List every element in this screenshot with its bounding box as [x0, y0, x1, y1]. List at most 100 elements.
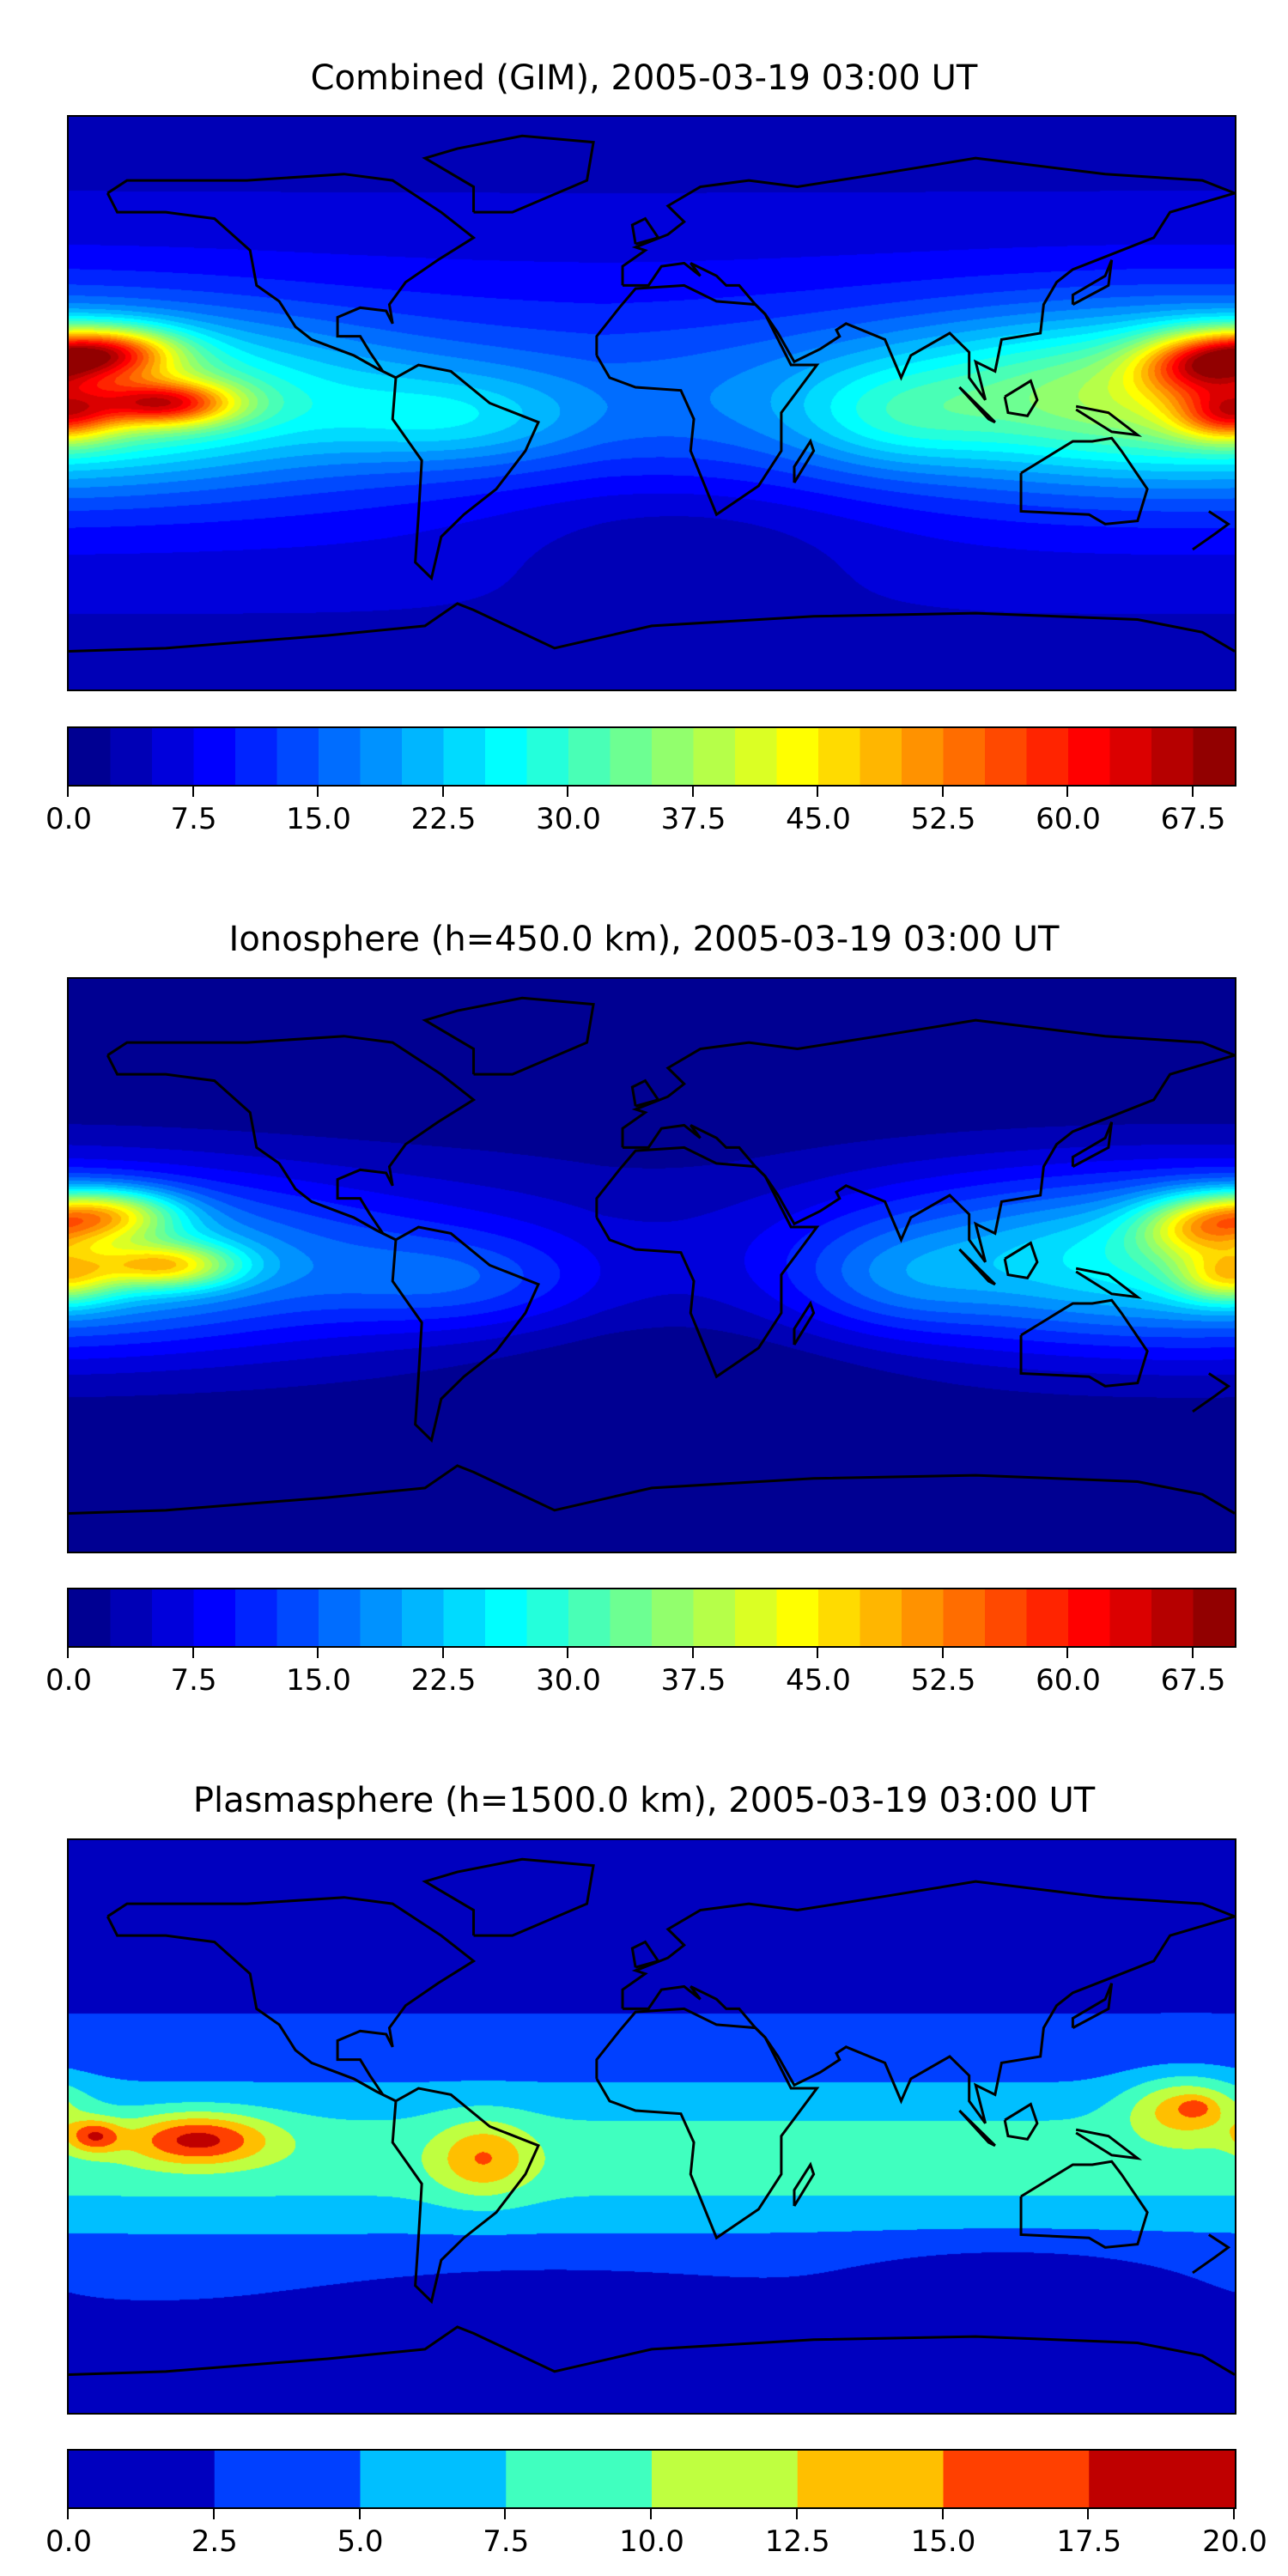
colorbar-tick-label: 0.0 — [45, 1663, 93, 1698]
coastline — [391, 2087, 540, 2305]
map-ionosphere — [67, 977, 1236, 1553]
colorbar-segment — [1193, 1589, 1235, 1646]
coastline — [1075, 1267, 1143, 1299]
coastlines — [69, 996, 1235, 1516]
colorbar-tick-label: 0.0 — [45, 2524, 93, 2559]
coastline — [595, 283, 820, 517]
coastline — [1019, 436, 1149, 526]
colorbar-segment — [214, 2451, 361, 2507]
colorbar-segment — [110, 1589, 153, 1646]
coastline — [621, 1880, 1235, 2124]
coastlines — [69, 1857, 1235, 2377]
coastline — [69, 1464, 1235, 1516]
colorbar-segment — [360, 2451, 507, 2507]
colorbar-tick-label: 52.5 — [910, 1663, 976, 1698]
colorbar-tick — [1066, 1646, 1068, 1658]
colorbar-tick — [941, 785, 944, 797]
colorbar-tick-label: 37.5 — [660, 1663, 726, 1698]
colorbar-tick — [67, 785, 69, 797]
colorbar-segment — [652, 728, 694, 785]
colorbar-plasmasphere — [67, 2449, 1236, 2509]
coastline — [1192, 510, 1231, 551]
coastline — [793, 438, 816, 483]
colorbar-segment — [235, 1589, 277, 1646]
colorbar-tick-label: 30.0 — [536, 802, 601, 836]
colorbar-tick — [317, 1646, 319, 1658]
colorbar-segment — [526, 1589, 569, 1646]
colorbar-tick-label: 22.5 — [410, 802, 477, 836]
colorbar-segment — [1151, 728, 1194, 785]
coastline — [595, 1145, 820, 1379]
colorbar-segment — [1109, 1589, 1152, 1646]
colorbar-tick — [358, 2507, 361, 2519]
colorbar-tick-label: 17.5 — [1056, 2524, 1122, 2559]
coastline — [422, 1857, 595, 1937]
coastline — [1071, 1983, 1114, 2029]
coastline — [1075, 404, 1143, 437]
colorbar-tick — [817, 785, 818, 797]
colorbar-tick — [1191, 1646, 1194, 1658]
colorbar-tick-label: 67.5 — [1160, 1663, 1226, 1698]
colorbar-segment — [943, 2451, 1090, 2507]
coastline — [106, 1896, 477, 2103]
colorbar-ticks-ionosphere: 0.0 7.5 15.0 22.5 30.0 37.5 45.0 52.5 60.0 67.5 — [46, 1646, 1233, 1698]
chart-title-ionosphere: Ionosphere (h=450.0 km), 2005-03-19 03:0… — [228, 920, 1060, 959]
coastlines — [69, 134, 1235, 653]
coastline — [1071, 259, 1114, 306]
colorbar-segment — [943, 728, 986, 785]
coastline — [793, 2161, 816, 2207]
colorbar-segment — [735, 1589, 777, 1646]
colorbar-tick-label: 0.0 — [45, 802, 93, 836]
colorbar-tick — [191, 1646, 194, 1658]
coastline — [958, 386, 996, 424]
colorbar-tick-label: 7.5 — [170, 802, 217, 836]
colorbar-tick — [441, 785, 444, 797]
colorbar-segment — [360, 1589, 403, 1646]
colorbar-tick — [1066, 785, 1068, 797]
colorbar-tick-label: 20.0 — [1202, 2524, 1267, 2559]
colorbar-tick-label: 15.0 — [286, 802, 351, 836]
colorbar-segment — [235, 728, 277, 785]
colorbar-segment — [652, 1589, 694, 1646]
coastline — [1071, 1121, 1114, 1168]
colorbar-tick — [691, 785, 694, 797]
colorbar-tick — [650, 2507, 652, 2519]
colorbar-tick-label: 60.0 — [1036, 1663, 1101, 1698]
colorbar-segment — [402, 728, 444, 785]
colorbar-tick-label: 15.0 — [286, 1663, 351, 1698]
colorbar-tick-label: 37.5 — [660, 802, 726, 836]
colorbar-segment — [1068, 728, 1110, 785]
colorbar-segment — [1109, 728, 1152, 785]
colorbar-tick — [1233, 2507, 1235, 2519]
colorbar-segment — [485, 1589, 527, 1646]
coastline — [621, 1018, 1235, 1263]
colorbar-tick — [567, 785, 568, 797]
colorbar-ionosphere — [67, 1588, 1236, 1648]
coastline — [630, 1078, 660, 1108]
coastline — [1003, 2102, 1039, 2141]
colorbar-segment — [69, 2451, 216, 2507]
coastline — [595, 2007, 820, 2240]
colorbar-tick-label: 12.5 — [764, 2524, 830, 2559]
coastline — [422, 996, 595, 1076]
coastline — [422, 134, 595, 214]
colorbar-segment — [69, 1589, 111, 1646]
map-plasmasphere — [67, 1838, 1236, 2415]
colorbar-tick-label: 10.0 — [619, 2524, 684, 2559]
coastline — [630, 216, 660, 246]
coastline — [793, 1300, 816, 1346]
coastline — [958, 2109, 996, 2148]
colorbar-tick — [504, 2507, 507, 2519]
colorbar-tick-label: 15.0 — [910, 2524, 976, 2559]
colorbar-segment — [319, 1589, 361, 1646]
coastline — [1019, 1298, 1149, 1388]
colorbar-tick — [1191, 785, 1194, 797]
colorbar-segment — [797, 2451, 944, 2507]
colorbar-tick-label: 22.5 — [410, 1663, 477, 1698]
colorbar-segment — [818, 728, 860, 785]
colorbar-tick-label: 2.5 — [191, 2524, 238, 2559]
colorbar-segment — [485, 728, 527, 785]
colorbar-segment — [610, 1589, 653, 1646]
colorbar-tick — [567, 1646, 568, 1658]
colorbar-segment — [1026, 728, 1069, 785]
